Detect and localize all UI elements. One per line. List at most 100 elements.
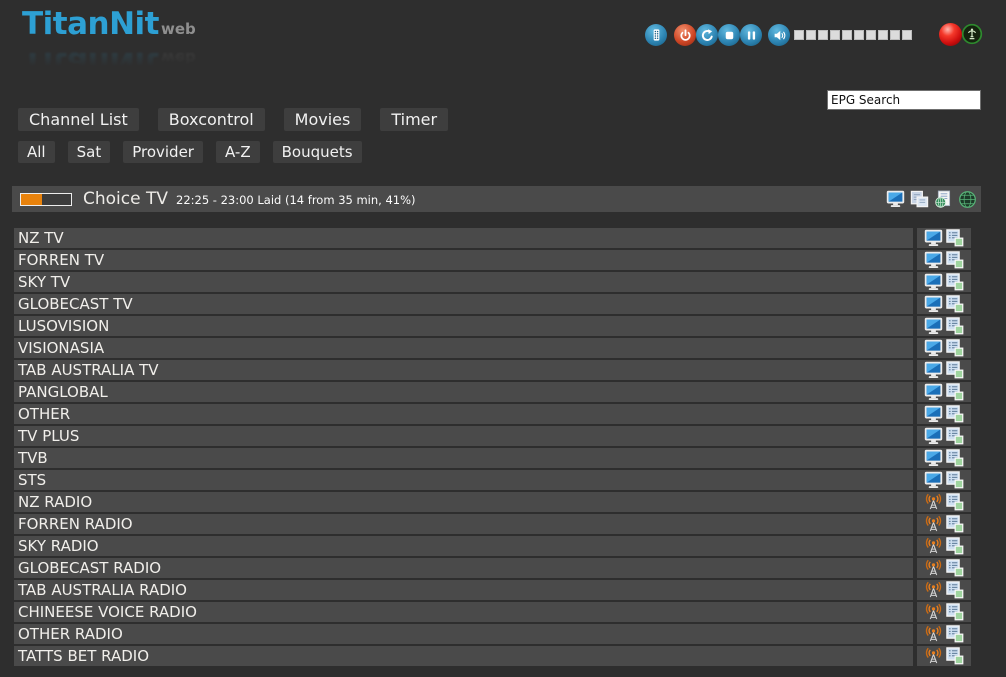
epg-button[interactable] [946, 317, 964, 335]
volume-segment[interactable] [890, 30, 900, 40]
epg-icon [946, 625, 964, 643]
epg-page-button[interactable] [933, 189, 954, 210]
channel-actions [917, 228, 971, 248]
channel-name-cell[interactable]: NZ TV [14, 228, 913, 248]
stream-button[interactable] [924, 383, 943, 401]
epg-button[interactable] [946, 229, 964, 247]
epg-button[interactable] [946, 427, 964, 445]
epg-button[interactable] [946, 339, 964, 357]
refresh-button[interactable] [696, 24, 718, 46]
volume-segment[interactable] [806, 30, 816, 40]
epg-button[interactable] [946, 471, 964, 489]
listen-button[interactable] [924, 559, 943, 577]
volume-segment[interactable] [794, 30, 804, 40]
channel-name-cell[interactable]: CHINEESE VOICE RADIO [14, 602, 913, 622]
epg-button[interactable] [946, 361, 964, 379]
epg-button[interactable] [946, 625, 964, 643]
listen-button[interactable] [924, 537, 943, 555]
listen-button[interactable] [924, 515, 943, 533]
remote-control-button[interactable] [645, 24, 667, 46]
filter-all[interactable]: All [18, 141, 55, 163]
epg-button[interactable] [946, 405, 964, 423]
nav-movies[interactable]: Movies [283, 108, 362, 131]
channel-name-cell[interactable]: OTHER [14, 404, 913, 424]
filter-bouquets[interactable]: Bouquets [272, 141, 362, 163]
stream-button[interactable] [924, 427, 943, 445]
web-button[interactable] [957, 189, 978, 210]
channel-name-cell[interactable]: STS [14, 470, 913, 490]
channel-name-cell[interactable]: NZ RADIO [14, 492, 913, 512]
channel-name-cell[interactable]: OTHER RADIO [14, 624, 913, 644]
epg-button[interactable] [946, 537, 964, 555]
nav-boxcontrol[interactable]: Boxcontrol [157, 108, 265, 131]
pause-button[interactable] [740, 24, 762, 46]
channel-name-cell[interactable]: TV PLUS [14, 426, 913, 446]
volume-segment[interactable] [878, 30, 888, 40]
stream-button[interactable] [924, 317, 943, 335]
epg-button[interactable] [946, 251, 964, 269]
channel-name-cell[interactable]: LUSOVISION [14, 316, 913, 336]
channel-name-cell[interactable]: GLOBECAST TV [14, 294, 913, 314]
listen-button[interactable] [924, 647, 943, 665]
stream-button[interactable] [924, 273, 943, 291]
now-playing-bar: Choice TV 22:25 - 23:00 Laid (14 from 35… [12, 186, 981, 212]
listen-button[interactable] [924, 493, 943, 511]
stream-button[interactable] [924, 251, 943, 269]
epg-button[interactable] [946, 515, 964, 533]
stop-button[interactable] [718, 24, 740, 46]
channel-name-cell[interactable]: TATTS BET RADIO [14, 646, 913, 666]
listen-button[interactable] [924, 581, 943, 599]
volume-segment[interactable] [902, 30, 912, 40]
epg-button[interactable] [946, 603, 964, 621]
listen-button[interactable] [924, 603, 943, 621]
epg-button[interactable] [946, 493, 964, 511]
power-button[interactable] [674, 24, 696, 46]
doc-globe-icon [934, 190, 953, 209]
epg-button[interactable] [946, 383, 964, 401]
epg-button[interactable] [946, 449, 964, 467]
stream-button[interactable] [924, 449, 943, 467]
channel-name-cell[interactable]: TVB [14, 448, 913, 468]
epg-button[interactable] [946, 559, 964, 577]
nav-channel-list[interactable]: Channel List [18, 108, 139, 131]
channel-name-cell[interactable]: TAB AUSTRALIA RADIO [14, 580, 913, 600]
filter-sat[interactable]: Sat [67, 141, 111, 163]
channel-name-cell[interactable]: SKY TV [14, 272, 913, 292]
volume-segment[interactable] [854, 30, 864, 40]
volume-segment[interactable] [818, 30, 828, 40]
tv-screenshot-button[interactable] [885, 189, 906, 210]
signal-indicator[interactable] [961, 23, 983, 45]
monitor-icon [924, 449, 943, 467]
volume-segment[interactable] [866, 30, 876, 40]
stream-button[interactable] [924, 405, 943, 423]
stream-button[interactable] [924, 471, 943, 489]
epg-button[interactable] [946, 295, 964, 313]
volume-segment[interactable] [842, 30, 852, 40]
channel-name-cell[interactable]: PANGLOBAL [14, 382, 913, 402]
epg-button[interactable] [946, 581, 964, 599]
volume-button[interactable] [768, 24, 790, 46]
epg-icon [946, 251, 964, 269]
channel-name-cell[interactable]: FORREN RADIO [14, 514, 913, 534]
nav-timer[interactable]: Timer [380, 108, 449, 131]
epg-icon [946, 339, 964, 357]
filter-a-z[interactable]: A-Z [215, 141, 260, 163]
channel-name-cell[interactable]: SKY RADIO [14, 536, 913, 556]
stream-button[interactable] [924, 339, 943, 357]
channel-name-cell[interactable]: TAB AUSTRALIA TV [14, 360, 913, 380]
epg-search-input[interactable] [827, 90, 981, 110]
epg-button[interactable] [946, 273, 964, 291]
listen-button[interactable] [924, 625, 943, 643]
stream-button[interactable] [924, 295, 943, 313]
stream-button[interactable] [924, 229, 943, 247]
volume-segment[interactable] [830, 30, 840, 40]
channel-name-cell[interactable]: GLOBECAST RADIO [14, 558, 913, 578]
epg-list-button[interactable] [909, 189, 930, 210]
channel-name-cell[interactable]: FORREN TV [14, 250, 913, 270]
monitor-icon [924, 251, 943, 269]
stream-button[interactable] [924, 361, 943, 379]
filter-provider[interactable]: Provider [123, 141, 203, 163]
epg-button[interactable] [946, 647, 964, 665]
channel-name-cell[interactable]: VISIONASIA [14, 338, 913, 358]
